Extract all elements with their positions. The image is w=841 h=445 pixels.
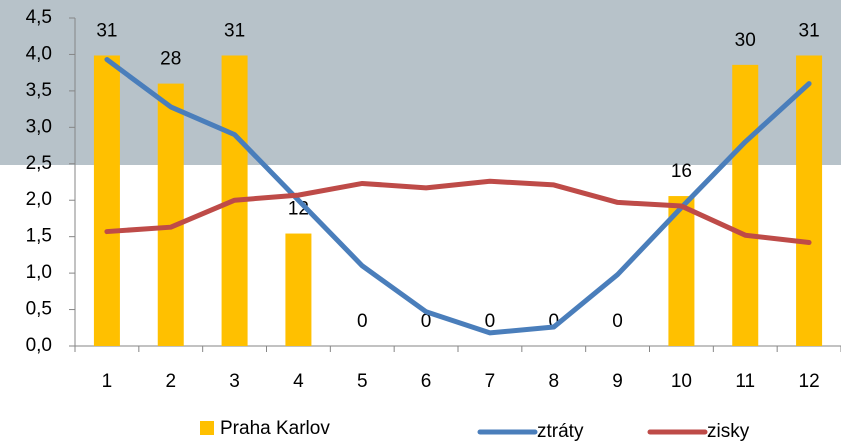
data-label: 0 bbox=[548, 311, 559, 332]
x-tick-label: 6 bbox=[421, 371, 432, 392]
y-tick-label: 0,5 bbox=[26, 299, 52, 320]
y-tick-label: 1,0 bbox=[26, 262, 52, 283]
line bbox=[104, 178, 812, 245]
legend-swatch bbox=[200, 421, 214, 435]
line bbox=[104, 57, 812, 336]
x-tick-label: 11 bbox=[735, 371, 755, 392]
data-label: 30 bbox=[735, 30, 756, 51]
data-label: 0 bbox=[485, 311, 496, 332]
bar bbox=[157, 83, 184, 346]
y-tick-label: 0,0 bbox=[26, 335, 52, 356]
legend-label: zisky bbox=[707, 421, 750, 442]
x-tick-label: 5 bbox=[357, 371, 368, 392]
legend-label: ztráty bbox=[537, 421, 584, 442]
data-label: 0 bbox=[421, 311, 432, 332]
data-label: 31 bbox=[96, 21, 117, 42]
bar bbox=[668, 196, 695, 346]
y-tick-label: 4,5 bbox=[26, 7, 52, 28]
data-label: 16 bbox=[671, 161, 692, 182]
x-tick-label: 7 bbox=[485, 371, 496, 392]
bar bbox=[93, 55, 120, 346]
y-tick-label: 2,0 bbox=[26, 189, 52, 210]
x-tick-label: 10 bbox=[671, 371, 692, 392]
x-tick-label: 3 bbox=[229, 371, 240, 392]
data-label: 31 bbox=[224, 21, 245, 42]
y-tick-label: 3,5 bbox=[26, 80, 52, 101]
y-tick-label: 3,0 bbox=[26, 116, 52, 137]
x-tick-label: 12 bbox=[799, 371, 820, 392]
data-label: 31 bbox=[799, 21, 820, 42]
y-tick-label: 4,0 bbox=[26, 43, 52, 64]
data-label: 0 bbox=[357, 311, 368, 332]
legend-label: Praha Karlov bbox=[220, 418, 330, 439]
bar bbox=[285, 233, 312, 346]
bar bbox=[732, 64, 759, 346]
data-label: 0 bbox=[612, 311, 623, 332]
x-tick-label: 4 bbox=[293, 371, 304, 392]
x-tick-label: 9 bbox=[612, 371, 623, 392]
bar bbox=[796, 55, 823, 346]
x-tick-label: 1 bbox=[102, 371, 113, 392]
x-tick-label: 8 bbox=[548, 371, 559, 392]
x-tick-label: 2 bbox=[165, 371, 176, 392]
background-band bbox=[0, 0, 841, 165]
y-tick-label: 2,5 bbox=[26, 153, 52, 174]
y-tick-label: 1,5 bbox=[26, 226, 52, 247]
data-label: 28 bbox=[160, 49, 181, 70]
